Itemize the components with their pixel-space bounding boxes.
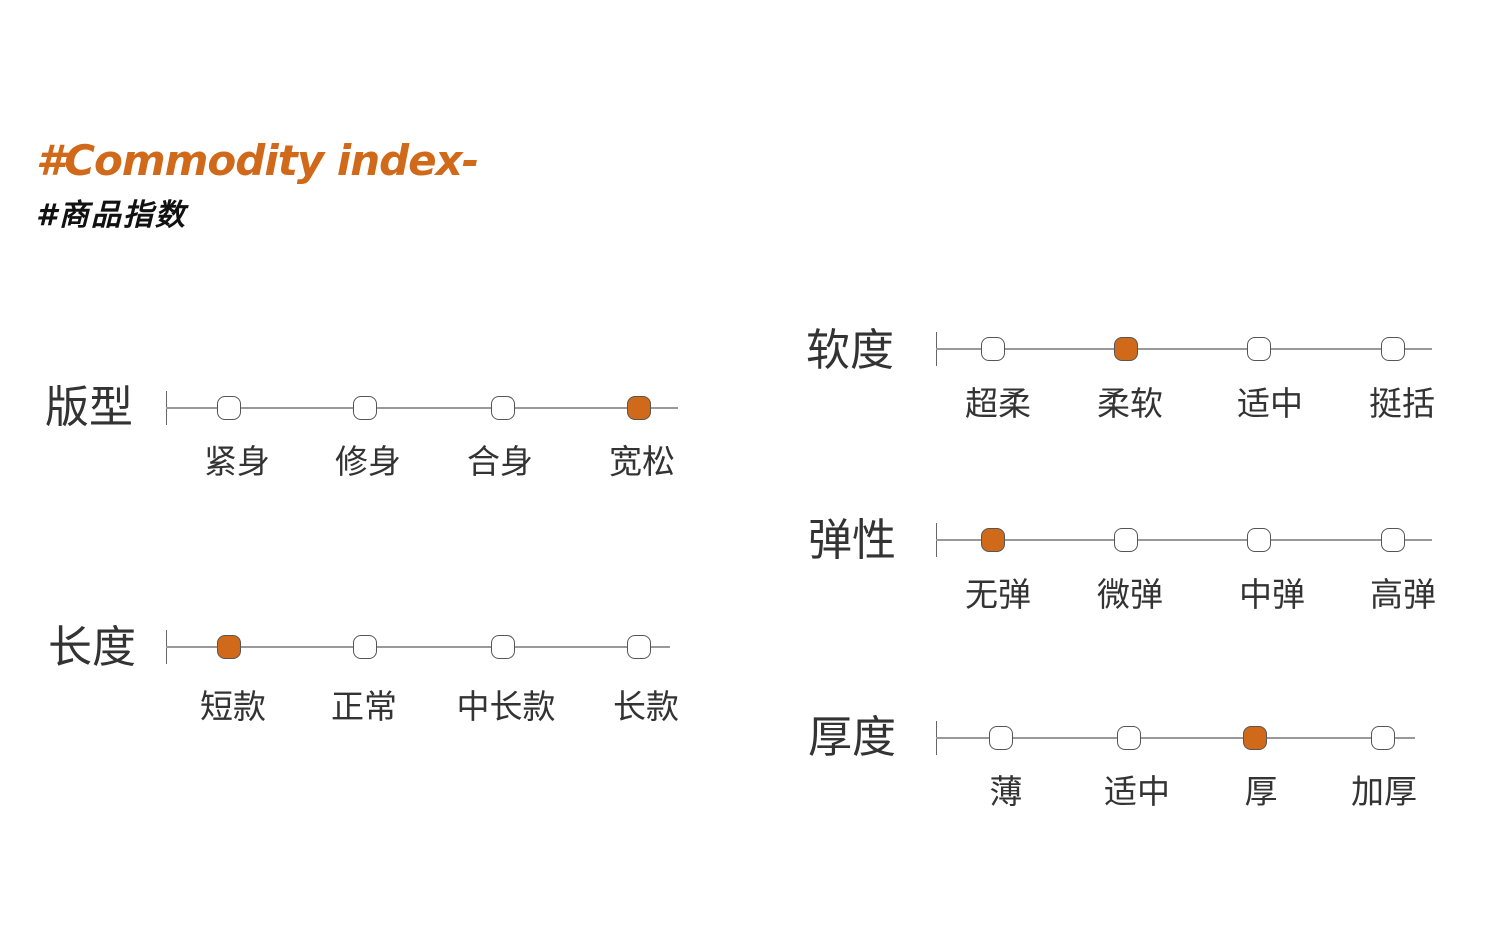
scale-option-label: 薄 [989,772,1023,811]
scale-option-marker[interactable] [1243,726,1267,750]
scale-option-label: 中弹 [1239,575,1305,614]
scale-option-marker[interactable] [1247,528,1271,552]
scale-option-marker[interactable] [627,635,651,659]
scale-option-marker[interactable] [217,396,241,420]
scale-option-marker[interactable] [1114,528,1138,552]
scale-option-marker[interactable] [989,726,1013,750]
index-title: 厚度 [808,712,896,763]
scale-option-marker[interactable] [353,396,377,420]
scale-option-marker[interactable] [217,635,241,659]
scale-option-label: 短款 [200,687,266,726]
scale-option-marker[interactable] [1381,528,1405,552]
title-english: #Commodity index- [36,136,479,185]
title-chinese: #商品指数 [36,198,187,233]
index-title: 软度 [806,325,894,376]
scale-option-marker[interactable] [491,396,515,420]
scale-option-marker[interactable] [491,635,515,659]
scale-line [166,407,678,409]
scale-option-marker[interactable] [1381,337,1405,361]
scale-option-label: 挺括 [1369,384,1435,423]
scale-option-label: 厚 [1244,772,1278,811]
scale-option-label: 正常 [331,687,397,726]
scale-option-label: 柔软 [1097,384,1163,423]
scale-line [936,539,1432,541]
scale-option-marker[interactable] [1117,726,1141,750]
scale-option-marker[interactable] [353,635,377,659]
scale-option-label: 适中 [1237,384,1303,423]
scale-option-marker[interactable] [627,396,651,420]
scale-option-label: 中长款 [456,687,556,726]
index-title: 长度 [48,622,136,673]
scale-option-label: 修身 [335,442,401,481]
scale-option-marker[interactable] [981,528,1005,552]
scale-option-marker[interactable] [1247,337,1271,361]
scale-option-label: 紧身 [204,442,270,481]
scale-option-label: 加厚 [1351,772,1417,811]
scale-option-label: 高弹 [1370,575,1436,614]
scale-line [166,646,670,648]
scale-option-label: 长款 [613,687,679,726]
scale-option-marker[interactable] [1114,337,1138,361]
scale-option-marker[interactable] [981,337,1005,361]
scale-option-label: 微弹 [1097,575,1163,614]
index-title: 版型 [45,382,133,433]
scale-line [936,737,1415,739]
scale-line [936,348,1432,350]
scale-option-label: 宽松 [609,442,675,481]
scale-option-marker[interactable] [1371,726,1395,750]
scale-option-label: 适中 [1104,772,1170,811]
index-title: 弹性 [808,515,896,566]
scale-option-label: 无弹 [965,575,1031,614]
scale-option-label: 合身 [467,442,533,481]
scale-option-label: 超柔 [965,384,1031,423]
